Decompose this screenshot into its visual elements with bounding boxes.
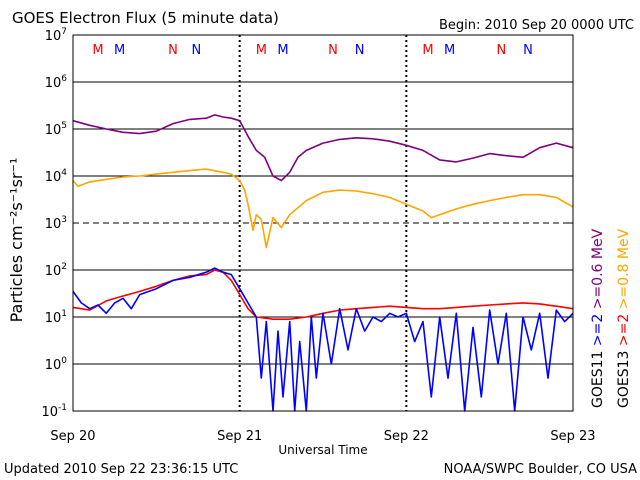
y-tick-label: 102 — [45, 262, 67, 279]
axis-layer: 10-1 100 101 102 103 104 105 106 107 Sep 20 Sep 21… — [41, 27, 595, 444]
footer-credit-text: NOAA/SWPC Boulder, CO USA — [444, 462, 637, 477]
y-tick-label: 105 — [45, 121, 67, 138]
series-line — [72, 114, 574, 182]
lt-marker-label: M — [92, 43, 103, 58]
series-line — [72, 168, 574, 249]
lt-marker-label: M — [444, 43, 455, 58]
y-tick-label: 106 — [45, 74, 68, 91]
y-tick-label: 103 — [45, 215, 67, 232]
y-axis-label: Particles cm⁻²s⁻¹sr⁻¹ — [7, 158, 26, 323]
legend-entry: GOES11 >=2 >=0.6 MeV — [590, 228, 606, 408]
y-tick-label: 107 — [45, 27, 67, 44]
y-tick-label: 101 — [45, 309, 67, 326]
chart-title: GOES Electron Flux (5 minute data) — [12, 9, 279, 27]
series-line — [72, 269, 574, 321]
y-tick-label: 100 — [45, 356, 68, 373]
y-tick-label: 10-1 — [41, 403, 67, 420]
lt-marker-label: N — [355, 43, 365, 58]
lt-marker-label: N — [496, 43, 506, 58]
grid-layer — [73, 35, 573, 411]
x-tick-label: Sep 20 — [50, 429, 95, 444]
series-line — [72, 267, 574, 412]
lt-marker-label: M — [114, 43, 125, 58]
legend-entry: GOES13 >=2 >=0.8 MeV — [616, 228, 632, 408]
footer-updated-text: Updated 2010 Sep 22 23:36:15 UTC — [4, 462, 238, 477]
lt-marker-label: M — [422, 43, 433, 58]
series-layer — [72, 114, 574, 412]
lt-marker-label: N — [523, 43, 533, 58]
lt-marker-label: N — [191, 43, 201, 58]
x-tick-label: Sep 23 — [550, 429, 595, 444]
x-tick-label: Sep 22 — [384, 429, 429, 444]
lt-marker-label: N — [168, 43, 178, 58]
lt-marker-label: M — [256, 43, 267, 58]
legend: GOES11 >=2 >=0.6 MeV GOES13 >=2 >=0.8 MeV — [590, 228, 632, 408]
lt-marker-label: M — [277, 43, 288, 58]
y-tick-label: 104 — [45, 168, 68, 185]
x-axis-label: Universal Time — [278, 443, 367, 457]
begin-date-label: Begin: 2010 Sep 20 0000 UTC — [439, 18, 634, 33]
lt-marker-label: N — [328, 43, 338, 58]
x-tick-label: Sep 21 — [217, 429, 262, 444]
